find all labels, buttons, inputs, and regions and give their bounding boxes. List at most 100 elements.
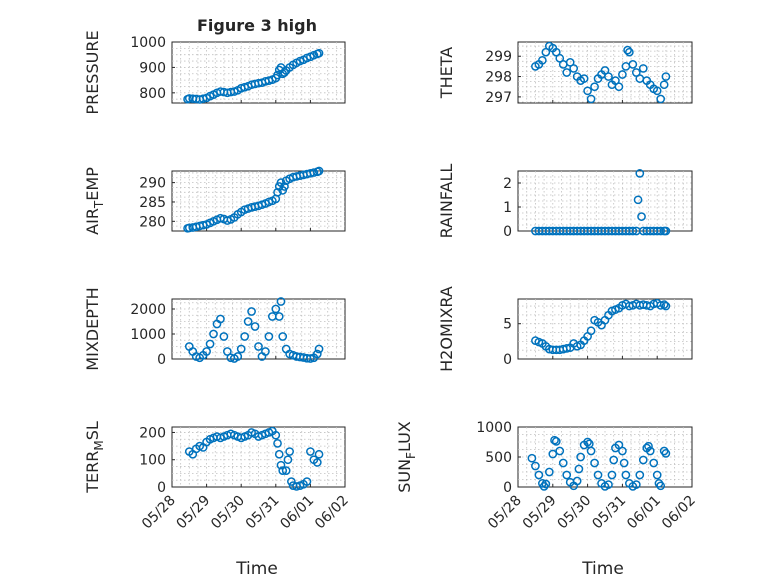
- data-point: [635, 470, 645, 480]
- data-point: [278, 332, 288, 341]
- data-point: [619, 458, 629, 468]
- x-tick-label: 06/02: [312, 493, 352, 533]
- data-point: [314, 449, 324, 459]
- x-axis-label-left: Time: [235, 559, 278, 579]
- data-point: [219, 332, 229, 341]
- data-point: [261, 347, 270, 356]
- data-point: [572, 476, 582, 486]
- data-point: [534, 470, 544, 480]
- data-point: [243, 317, 253, 326]
- data-point: [652, 86, 662, 96]
- data-point: [254, 342, 263, 351]
- data-point: [656, 226, 666, 236]
- data-point: [586, 446, 596, 456]
- data-point: [621, 470, 631, 480]
- y-axis-label: AIRTEMP: [83, 167, 106, 235]
- data-point: [614, 82, 624, 92]
- data-point: [202, 347, 211, 356]
- data-point: [562, 68, 572, 77]
- data-point: [659, 80, 669, 90]
- data-point: [314, 344, 324, 354]
- data-point: [306, 447, 315, 456]
- x-tick-label: 05/29: [520, 493, 560, 533]
- data-point: [623, 45, 632, 55]
- data-point: [271, 304, 281, 314]
- figure-title: Figure 3 high: [197, 16, 317, 35]
- data-point: [618, 446, 627, 456]
- data-point: [550, 435, 559, 445]
- data-point: [281, 466, 291, 475]
- x-tick-label: 05/28: [139, 493, 179, 533]
- x-axis-label-right: Time: [581, 559, 624, 579]
- data-point: [628, 226, 638, 236]
- data-point: [586, 94, 596, 104]
- data-point: [247, 307, 256, 316]
- data-point: [604, 480, 613, 489]
- data-point: [609, 455, 619, 465]
- y-tick-label: 0: [157, 480, 166, 496]
- y-tick-label: 280: [139, 214, 166, 230]
- data-point: [548, 449, 558, 459]
- data-point: [562, 470, 572, 480]
- data-point: [656, 94, 666, 104]
- data-point: [638, 64, 648, 73]
- data-point: [541, 479, 551, 489]
- data-point: [240, 332, 250, 341]
- y-axis-label: PRESSURE: [83, 30, 102, 114]
- y-axis-label: RAINFALL: [437, 164, 456, 239]
- subplot-5: 0 1000 2000 MIXDEPTH: [83, 287, 346, 371]
- subplot-3: 280 285 290 AIRTEMP: [83, 166, 346, 235]
- data-point: [593, 470, 603, 480]
- data-point: [312, 349, 322, 359]
- data-point: [233, 352, 243, 361]
- x-tick-label: 06/01: [277, 493, 317, 533]
- data-point: [583, 437, 592, 447]
- data-point: [661, 301, 671, 311]
- data-point: [637, 212, 646, 221]
- x-tick-label: 06/01: [624, 493, 664, 533]
- data-point: [216, 314, 225, 324]
- data-point: [287, 477, 296, 486]
- data-point: [278, 466, 288, 475]
- y-tick-label: 299: [485, 49, 512, 65]
- data-point: [527, 453, 537, 463]
- data-point: [631, 480, 641, 489]
- y-axis-label: SUNFLUX: [395, 421, 418, 493]
- y-axis-label: THETA: [437, 47, 456, 99]
- data-point: [618, 70, 627, 79]
- data-point: [635, 169, 645, 178]
- data-point: [274, 449, 284, 459]
- data-point: [209, 329, 218, 339]
- data-point: [544, 467, 554, 477]
- data-point: [633, 195, 643, 205]
- data-point: [285, 447, 294, 456]
- y-axis-label: MIXDEPTH: [83, 287, 102, 370]
- data-point: [236, 344, 246, 354]
- y-tick-label: 285: [139, 195, 166, 211]
- data-point: [276, 297, 286, 306]
- y-tick-label: 900: [139, 60, 166, 76]
- data-point: [656, 301, 666, 310]
- y-tick-label: 2: [503, 176, 512, 192]
- x-tick-label: 05/28: [485, 493, 525, 533]
- data-point: [538, 55, 547, 65]
- data-point: [604, 72, 613, 81]
- data-point: [590, 458, 599, 468]
- y-axis-label: H2OMIXRA: [437, 286, 456, 372]
- data-point: [569, 64, 579, 73]
- data-point: [562, 344, 572, 353]
- y-tick-label: 100: [139, 453, 166, 469]
- data-point: [649, 458, 659, 468]
- data-point: [659, 300, 669, 309]
- y-tick-label: 1000: [130, 35, 166, 51]
- y-tick-label: 0: [503, 224, 512, 240]
- x-tick-label: 06/02: [659, 493, 699, 533]
- data-point: [656, 481, 666, 491]
- data-point: [273, 439, 282, 448]
- data-point: [661, 226, 671, 236]
- data-point: [628, 60, 638, 69]
- data-point: [283, 455, 293, 465]
- data-point: [306, 354, 315, 363]
